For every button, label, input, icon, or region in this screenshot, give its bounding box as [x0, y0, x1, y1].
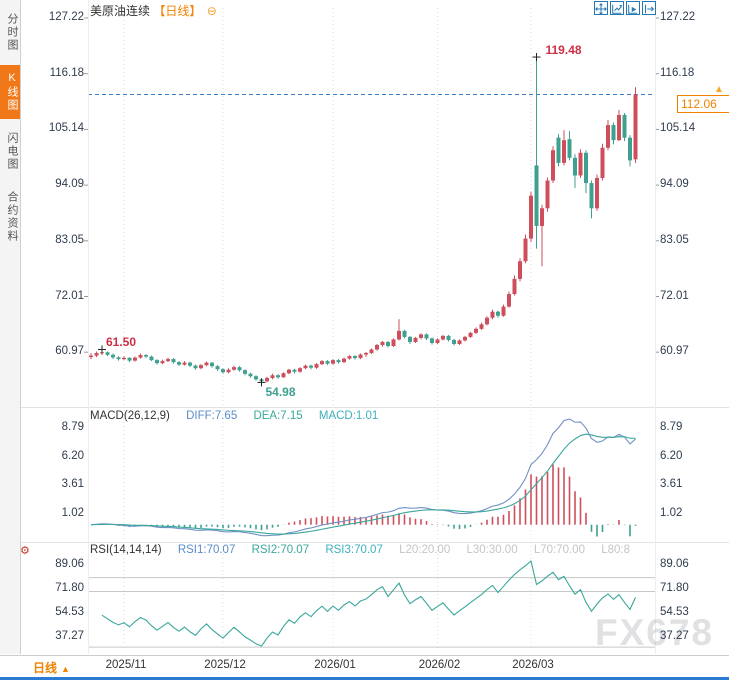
- price-axis-label-left: 60.97: [55, 345, 84, 358]
- rsi-l70-value: L70:70.00: [533, 544, 585, 556]
- sidebar-item-timeline[interactable]: 分时图: [0, 6, 20, 59]
- macd-axis-label-left: 3.61: [61, 478, 84, 490]
- rsi3-value: RSI3:70.07: [325, 544, 383, 556]
- macd-axis-label-right: 6.20: [660, 449, 683, 462]
- rsi-l80-value: L80:8: [601, 544, 630, 556]
- macd-axis-label-left: 8.79: [61, 421, 84, 433]
- rsi-axis-label-right: 37.27: [660, 630, 689, 642]
- bottom-period-text: 日线: [33, 661, 58, 675]
- annotation-low: 54.98: [265, 385, 296, 400]
- goto-latest-tool-icon[interactable]: [642, 1, 656, 15]
- x-axis-date-label: 2025/12: [204, 659, 246, 671]
- rsi-axis-label-right: 54.53: [660, 606, 689, 618]
- chart-right-border: [655, 0, 656, 654]
- macd-axis-label-right: 1.02: [660, 506, 683, 519]
- price-up-arrow-icon: ▲: [714, 84, 724, 95]
- sidebar-item-contract-info[interactable]: 合约资料: [0, 184, 20, 250]
- bottom-accent-line: [0, 677, 729, 680]
- collapse-icon[interactable]: ⊖: [206, 4, 217, 18]
- sidebar: 分时图 K线图 闪电图 合约资料: [0, 0, 21, 654]
- crosshair-tool-icon[interactable]: [594, 1, 608, 15]
- watermark: FX678: [595, 612, 715, 653]
- price-axis-label-right: 105.14: [660, 122, 696, 135]
- price-axis-label-left: 105.14: [48, 122, 84, 135]
- chart-toolbar: [594, 1, 656, 15]
- macd-diff-value: DIFF:7.65: [186, 410, 238, 422]
- price-axis-label-right: 72.01: [660, 289, 689, 302]
- chart-title: 美原油连续 【日线】 ⊖: [90, 2, 217, 19]
- macd-axis-label-right: 8.79: [660, 421, 683, 433]
- annotation-early-high: 61.50: [106, 334, 137, 349]
- symbol-name: 美原油连续: [90, 4, 151, 18]
- x-axis-date-label: 2026/02: [418, 659, 461, 671]
- price-axis-label-right: 94.09: [660, 178, 689, 191]
- rsi-axis-label-left: 71.80: [55, 582, 84, 594]
- price-axis-label-right: 83.05: [660, 233, 689, 246]
- trendline-tool-icon[interactable]: [610, 1, 624, 15]
- sidebar-item-kline[interactable]: K线图: [0, 65, 20, 119]
- macd-axis-label-right: 3.61: [660, 478, 683, 490]
- macd-hist-value: MACD:1.01: [318, 410, 379, 422]
- x-axis-date-label: 2026/01: [314, 659, 356, 671]
- rsi-panel-separator: [20, 542, 729, 543]
- rsi-label: RSI(14,14,14): [90, 544, 162, 556]
- rsi1-value: RSI1:70.07: [177, 544, 236, 556]
- macd-panel-separator: [20, 407, 729, 408]
- macd-dea-value: DEA:7.15: [253, 410, 303, 422]
- rsi-axis-label-left: 37.27: [55, 630, 84, 642]
- rsi-axis-label-left: 54.53: [55, 606, 84, 618]
- rsi-l30-value: L30:30.00: [466, 544, 518, 556]
- rsi-axis-label-right: 71.80: [660, 582, 689, 594]
- playback-tool-icon[interactable]: [626, 1, 640, 15]
- macd-axis-label-left: 6.20: [61, 449, 84, 462]
- rsi-axis-label-right: 89.06: [660, 558, 689, 570]
- chart-left-border: [88, 0, 89, 654]
- price-axis-label-right: 116.18: [660, 66, 695, 79]
- price-axis-label-left: 94.09: [55, 178, 84, 191]
- price-axis-label-right: 60.97: [660, 345, 689, 358]
- current-price-tag: 112.06: [677, 95, 729, 113]
- rsi-axis-label-left: 89.06: [55, 558, 84, 570]
- macd-axis-label-left: 1.02: [61, 506, 84, 519]
- x-axis-date-label: 2026/03: [512, 659, 554, 671]
- price-axis-label-left: 72.01: [55, 289, 84, 302]
- price-axis-label-left: 83.05: [55, 233, 84, 246]
- rsi2-value: RSI2:70.07: [251, 544, 310, 556]
- macd-header: MACD(26,12,9) DIFF:7.65 DEA:7.15 MACD:1.…: [90, 410, 391, 422]
- bottom-period-button[interactable]: 日线 ▲: [33, 659, 70, 676]
- bottom-bar: [0, 655, 729, 678]
- indicator-settings-icon[interactable]: ⚙: [20, 545, 30, 557]
- x-axis-date-label: 2025/11: [105, 659, 147, 671]
- annotation-high: 119.48: [545, 43, 582, 58]
- rsi-header: RSI(14,14,14) RSI1:70.07 RSI2:70.07 RSI3…: [90, 544, 643, 556]
- rsi-l20-value: L20:20.00: [399, 544, 451, 556]
- sidebar-item-lightning[interactable]: 闪电图: [0, 125, 20, 178]
- price-axis-label-right: 127.22: [660, 11, 696, 23]
- price-axis-label-left: 127.22: [48, 11, 84, 23]
- period-label: 【日线】: [153, 4, 202, 18]
- price-axis-label-left: 116.18: [49, 66, 84, 79]
- macd-label: MACD(26,12,9): [90, 410, 170, 422]
- period-arrow-icon: ▲: [61, 664, 70, 674]
